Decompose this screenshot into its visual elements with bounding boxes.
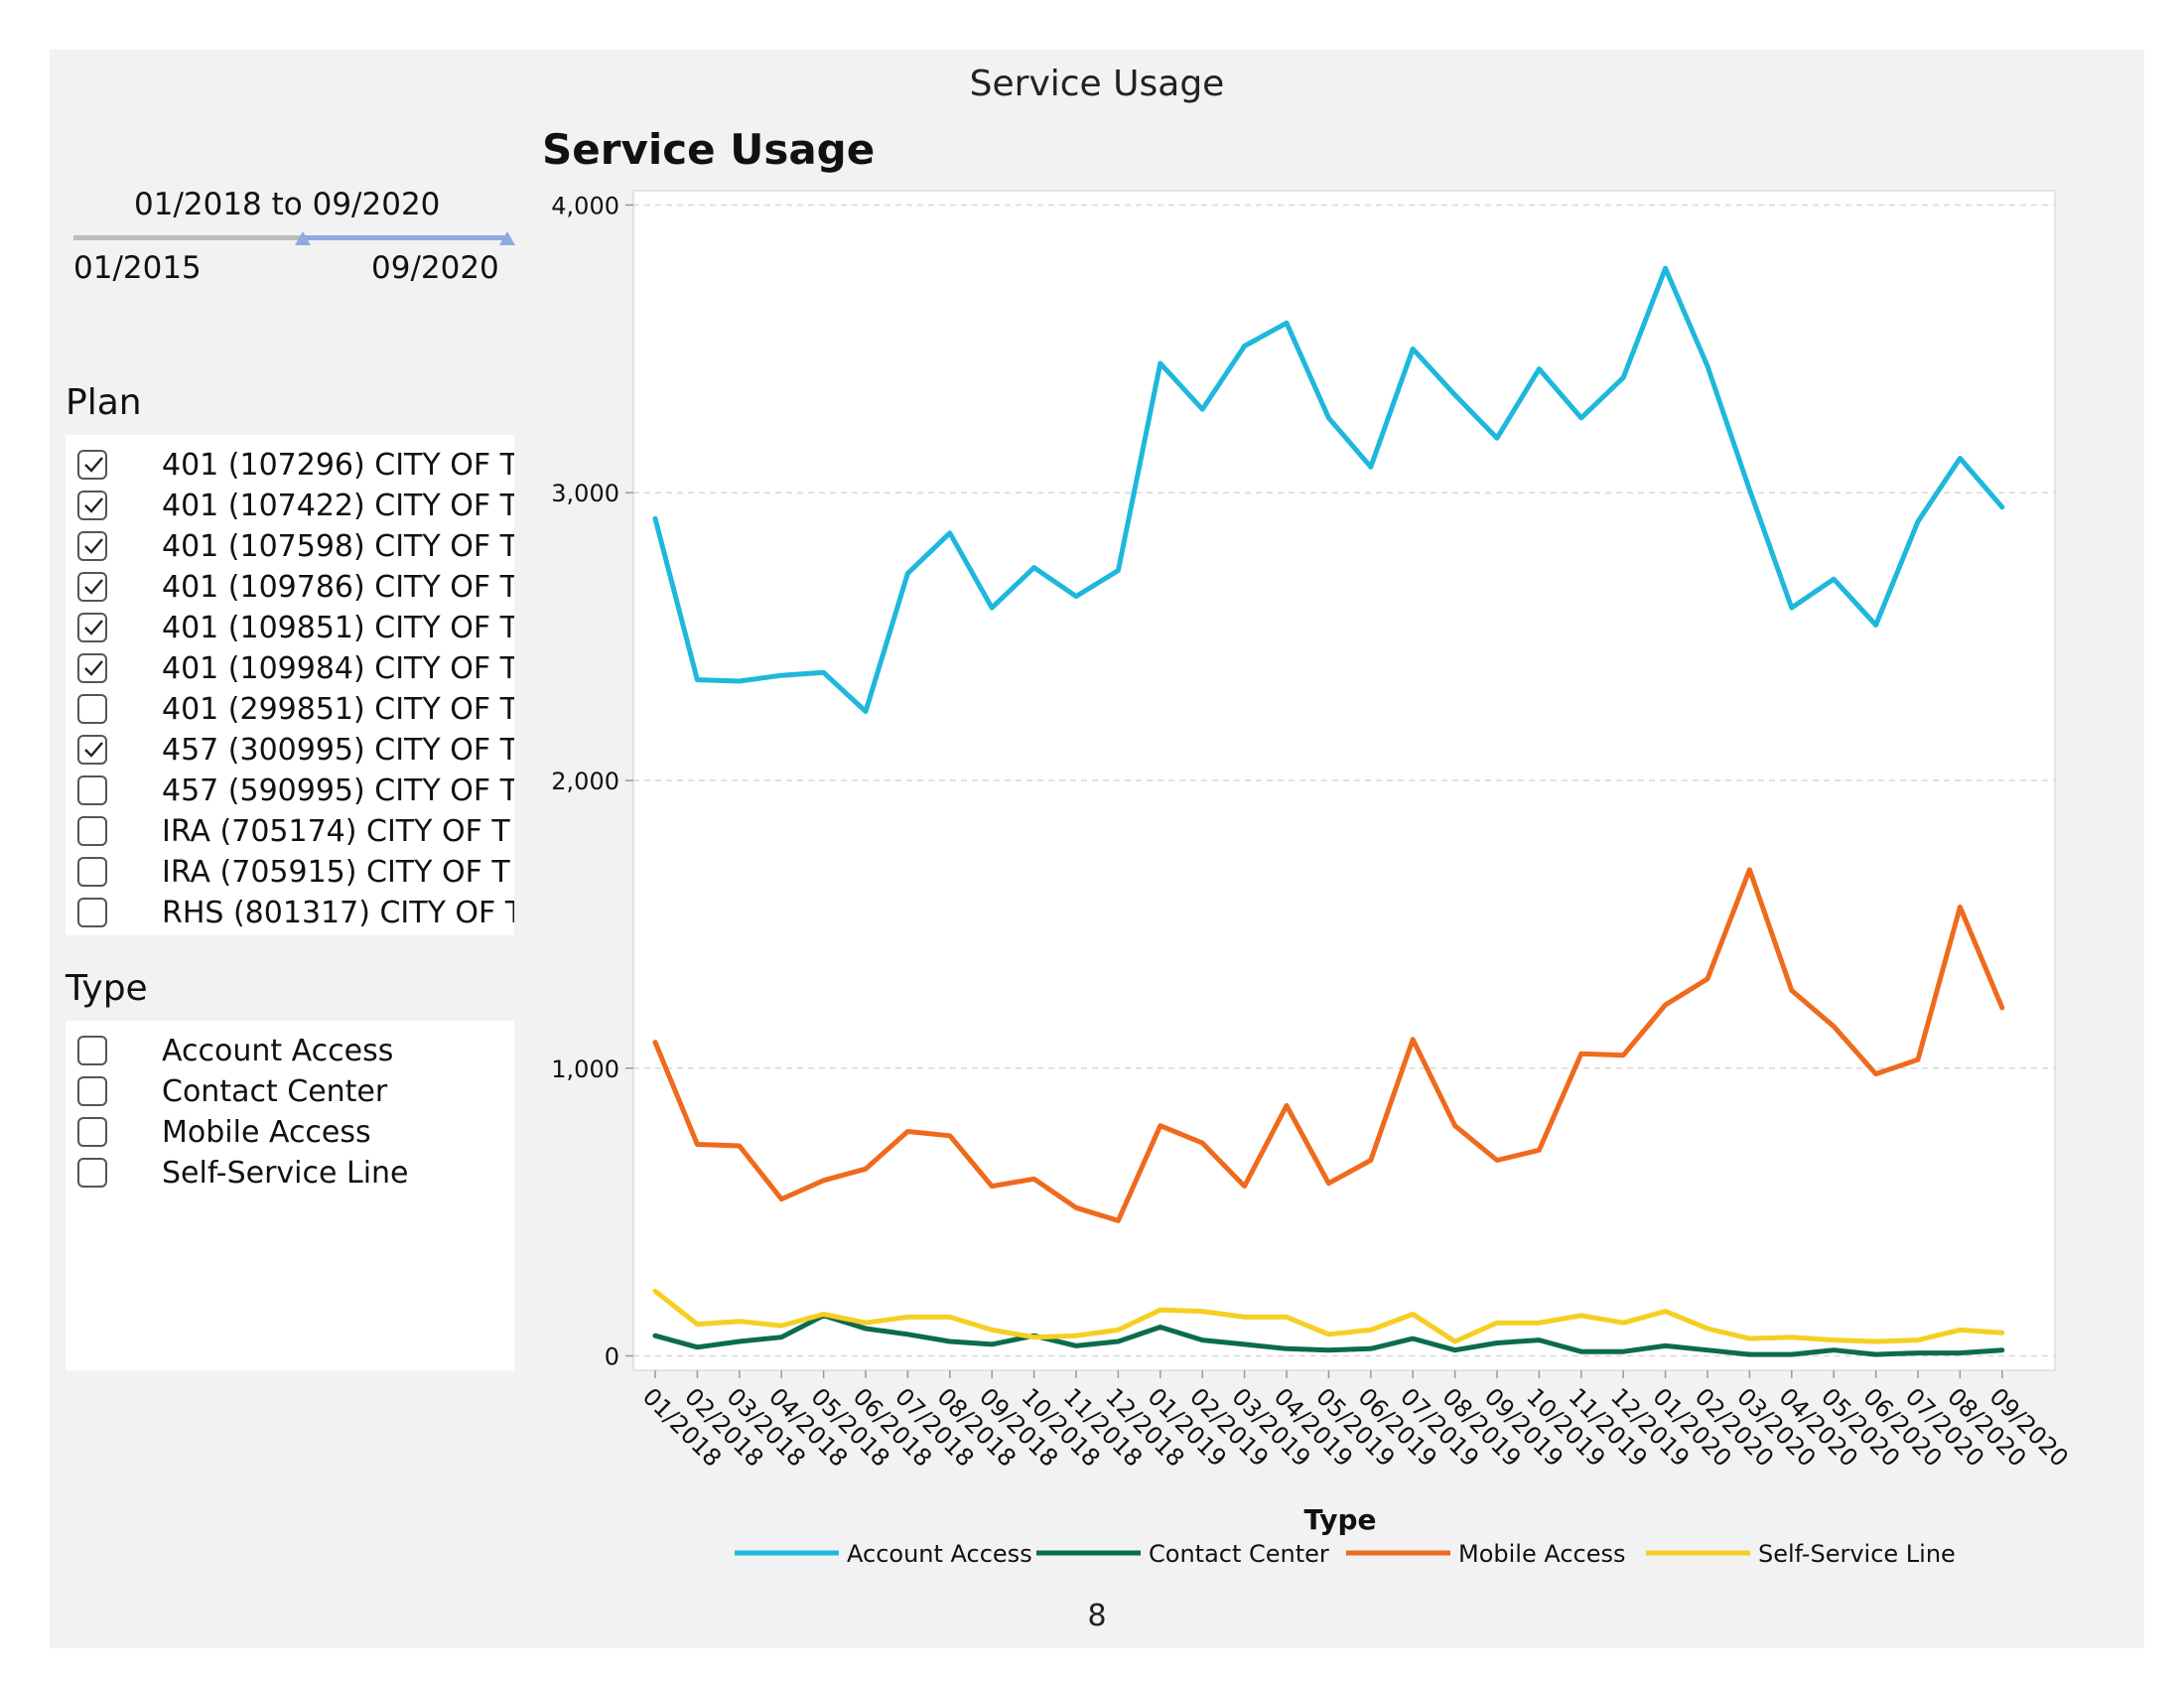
plan-filter-item[interactable]: IRA (705174) CITY OF T (66, 813, 514, 854)
plan-filter-label: 457 (590995) CITY OF T (162, 774, 514, 808)
legend-title: Type (1303, 1503, 1376, 1536)
plan-filter-item[interactable]: 401 (299851) CITY OF T (66, 691, 514, 732)
plan-filter-item[interactable]: RHS (801317) CITY OF T (66, 895, 514, 935)
plan-filter-checkbox[interactable] (77, 857, 107, 887)
plan-filter-label: 401 (107598) CITY OF T (162, 529, 514, 564)
series-line-mobile-access (652, 867, 2005, 1223)
legend-entry[interactable]: Contact Center (1149, 1540, 1329, 1568)
checkmark-icon (84, 538, 103, 554)
plan-filter-label: IRA (705915) CITY OF T (162, 855, 510, 890)
plan-filter-list: 401 (107296) CITY OF T 401 (107422) CITY … (66, 435, 514, 935)
plan-filter-item[interactable]: 401 (109851) CITY OF T (66, 610, 514, 650)
plan-filter-checkbox[interactable] (77, 816, 107, 846)
plan-filter-checkbox[interactable] (77, 694, 107, 724)
plan-filter-label: IRA (705174) CITY OF T (162, 814, 510, 849)
checkmark-icon (84, 579, 103, 595)
plan-filter-label: 401 (109851) CITY OF T (162, 611, 514, 645)
date-slider-track[interactable] (73, 235, 507, 240)
date-range-text: 01/2018 to 09/2020 (134, 187, 441, 222)
checkmark-icon (84, 497, 103, 513)
plan-filter-checkbox[interactable] (77, 450, 107, 480)
plan-filter-heading: Plan (66, 382, 142, 423)
checkmark-icon (84, 620, 103, 635)
plan-filter-label: RHS (801317) CITY OF T (162, 896, 514, 930)
chart-title: Service Usage (542, 125, 875, 174)
plan-filter-item[interactable]: 401 (109984) CITY OF T (66, 650, 514, 691)
plan-filter-checkbox[interactable] (77, 491, 107, 520)
type-filter-label: Contact Center (162, 1074, 388, 1109)
plan-filter-item[interactable]: IRA (705915) CITY OF T (66, 854, 514, 895)
plan-filter-item[interactable]: 401 (107598) CITY OF T (66, 528, 514, 569)
type-filter-item[interactable]: Self-Service Line (66, 1155, 514, 1196)
plan-filter-checkbox[interactable] (77, 898, 107, 927)
plan-filter-label: 401 (299851) CITY OF T (162, 692, 514, 727)
date-slider-selected-range[interactable] (303, 235, 507, 240)
date-slider-min-label: 01/2015 (73, 250, 202, 286)
plan-filter-item[interactable]: 457 (590995) CITY OF T (66, 773, 514, 813)
series-line-account-access (652, 265, 2005, 714)
type-filter-item[interactable]: Account Access (66, 1033, 514, 1073)
legend-entry[interactable]: Mobile Access (1458, 1540, 1626, 1568)
type-filter-heading: Type (66, 968, 148, 1009)
plan-filter-checkbox[interactable] (77, 653, 107, 683)
y-tick-label: 0 (605, 1343, 619, 1371)
type-filter-label: Mobile Access (162, 1115, 371, 1150)
plan-filter-checkbox[interactable] (77, 775, 107, 805)
checkmark-icon (84, 457, 103, 473)
type-filter-item[interactable]: Mobile Access (66, 1114, 514, 1155)
y-tick-label: 2,000 (551, 768, 619, 795)
plan-filter-checkbox[interactable] (77, 613, 107, 642)
type-filter-list: Account Access Contact Center Mobile Acces… (66, 1021, 514, 1370)
type-filter-checkbox[interactable] (77, 1117, 107, 1147)
series-line-self-service-line (652, 1288, 2005, 1344)
legend-entry[interactable]: Account Access (847, 1540, 1032, 1568)
plan-filter-label: 401 (109984) CITY OF T (162, 651, 514, 686)
plan-filter-item[interactable]: 401 (109786) CITY OF T (66, 569, 514, 610)
type-filter-checkbox[interactable] (77, 1076, 107, 1106)
plan-filter-label: 457 (300995) CITY OF T (162, 733, 514, 768)
plan-filter-label: 401 (107296) CITY OF T (162, 448, 514, 483)
type-filter-checkbox[interactable] (77, 1036, 107, 1065)
series-line-contact-center (652, 1313, 2005, 1357)
page-title: Service Usage (969, 64, 1225, 104)
date-slider-max-label: 09/2020 (371, 250, 499, 286)
plan-filter-checkbox[interactable] (77, 735, 107, 765)
checkmark-icon (84, 660, 103, 676)
plan-filter-item[interactable]: 457 (300995) CITY OF T (66, 732, 514, 773)
plan-filter-label: 401 (107422) CITY OF T (162, 489, 514, 523)
page-number: 8 (1087, 1599, 1107, 1633)
y-tick-label: 3,000 (551, 480, 619, 507)
type-filter-label: Self-Service Line (162, 1156, 409, 1191)
type-filter-label: Account Access (162, 1034, 394, 1068)
plan-filter-label: 401 (109786) CITY OF T (162, 570, 514, 605)
type-filter-checkbox[interactable] (77, 1158, 107, 1188)
plan-filter-checkbox[interactable] (77, 531, 107, 561)
date-slider-end-handle[interactable] (499, 231, 515, 245)
y-tick-label: 4,000 (551, 192, 619, 219)
type-filter-item[interactable]: Contact Center (66, 1073, 514, 1114)
plan-filter-item[interactable]: 401 (107422) CITY OF T (66, 488, 514, 528)
plan-filter-checkbox[interactable] (77, 572, 107, 602)
y-tick-label: 1,000 (551, 1055, 619, 1083)
plan-filter-item[interactable]: 401 (107296) CITY OF T (66, 447, 514, 488)
legend-entry[interactable]: Self-Service Line (1758, 1540, 1956, 1568)
checkmark-icon (84, 742, 103, 758)
date-slider-start-handle[interactable] (295, 231, 311, 245)
